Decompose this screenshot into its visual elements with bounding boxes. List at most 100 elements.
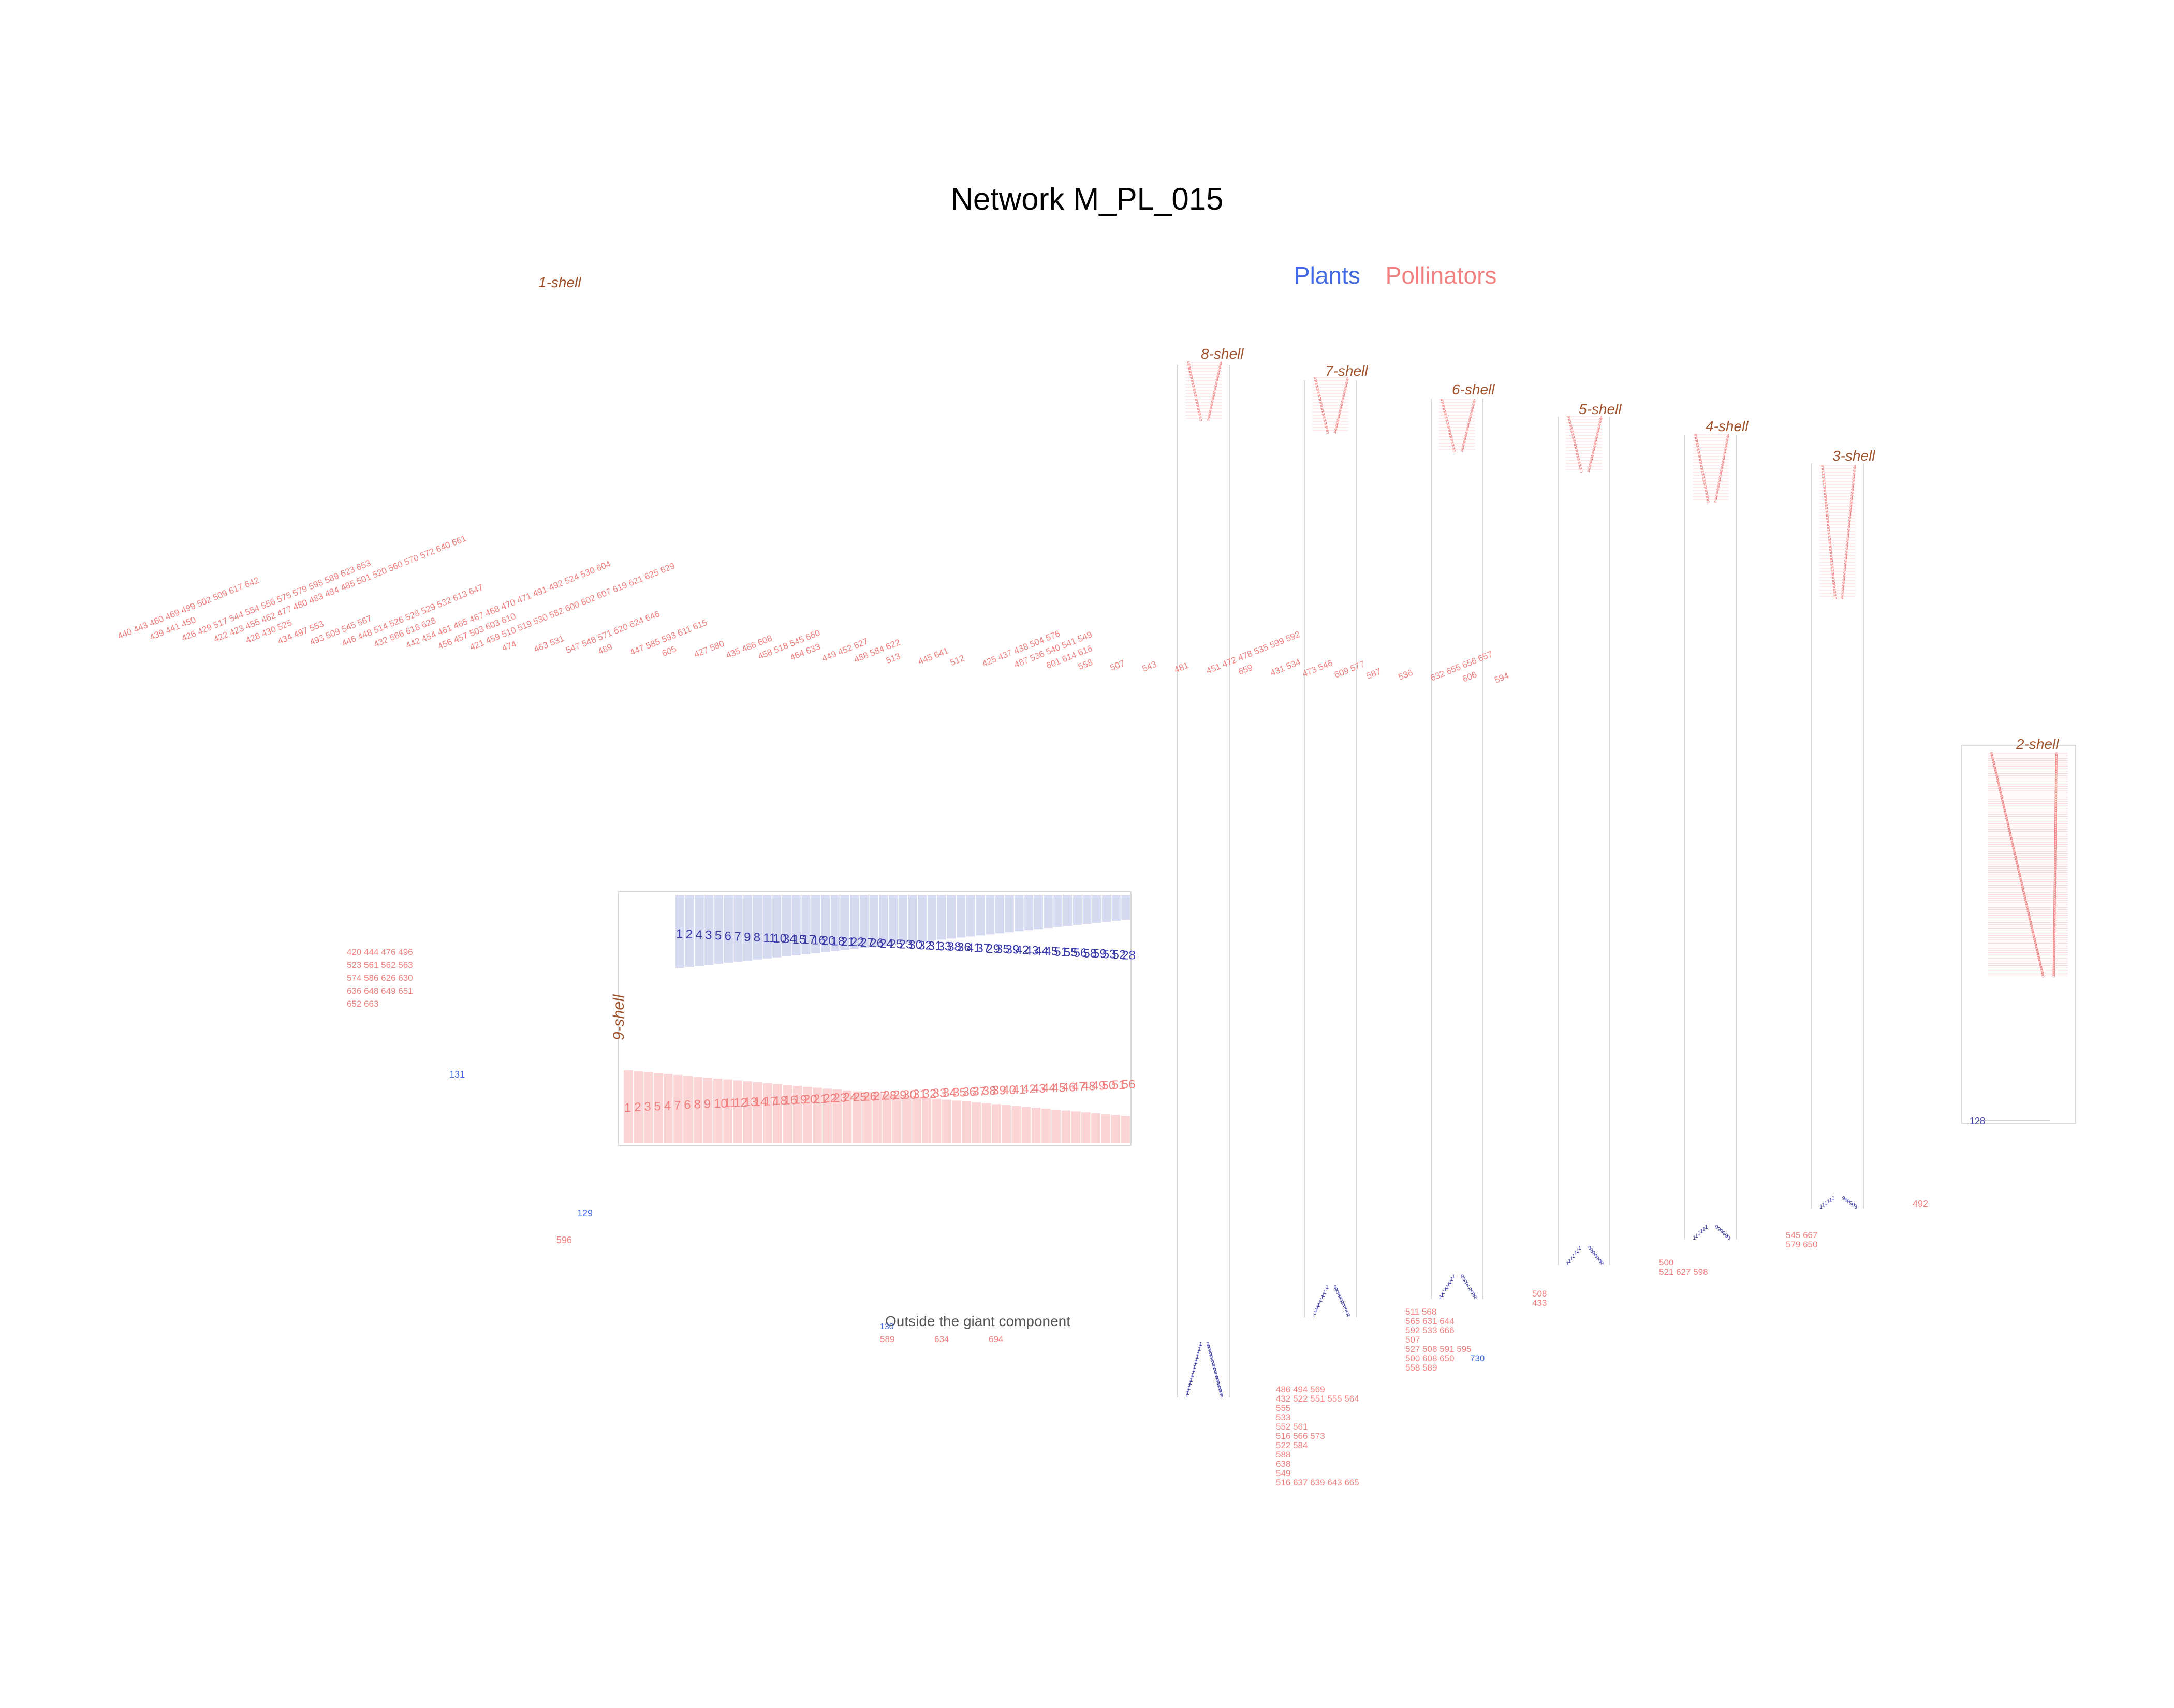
core-pollinator-label: 30 — [903, 1088, 917, 1102]
shell2-pollinator-node: 6 — [2053, 929, 2056, 934]
pollinator-node: 5 — [1697, 449, 1700, 455]
pollinator-node: 5 — [1579, 465, 1582, 471]
core-pollinator-bar — [1091, 1113, 1100, 1143]
core-plant-label: 38 — [947, 940, 961, 954]
core-plant-bar — [840, 895, 849, 950]
pollinator-node: 4 — [1843, 573, 1846, 579]
pollinator-node: 4 — [1721, 461, 1724, 467]
core-plant-bar — [1101, 895, 1111, 922]
core-pollinator-label: 5 — [654, 1099, 661, 1113]
pollinator-node: 4 — [1716, 486, 1720, 492]
core-pollinator-bar — [634, 1071, 643, 1143]
side-pollinator-k7: 638 — [1276, 1459, 1290, 1469]
shell2-pollinator-node: 6 — [2053, 936, 2056, 941]
plant-node: 1 — [1441, 1292, 1444, 1298]
core-plant-bar — [695, 895, 704, 966]
k1-pollinator-group: 536 — [1397, 668, 1414, 682]
pollinator-node: 5 — [1832, 582, 1835, 588]
pollinator-node: 5 — [1198, 410, 1201, 417]
shell2-pollinator-node: 5 — [2005, 813, 2008, 819]
shell2-pollinator-node: 5 — [2035, 944, 2038, 949]
pollinator-node: 4 — [1725, 439, 1728, 446]
pollinator-node: 5 — [1575, 446, 1578, 452]
core-pollinator-bar — [1111, 1115, 1121, 1143]
plant-node: 1 — [1189, 1377, 1193, 1383]
plant-131: 131 — [449, 1069, 465, 1080]
pollinator-node: 4 — [1217, 367, 1221, 373]
shell2-pollinator-node: 6 — [2054, 854, 2057, 860]
plant-node: 9 — [1727, 1235, 1730, 1241]
core-pollinator-label: 26 — [863, 1089, 877, 1103]
shell2-pollinator-node: 5 — [1994, 767, 1997, 772]
plant-node: 9 — [1341, 1300, 1344, 1306]
plant-node: 1 — [1316, 1305, 1319, 1311]
core-plant-bar — [898, 895, 907, 944]
pollinator-node: 4 — [1848, 514, 1852, 520]
pollinator-node: 4 — [1592, 446, 1595, 452]
pollinator-node: 4 — [1718, 474, 1722, 480]
pollinator-node: 4 — [1596, 431, 1599, 437]
shell2-pollinator-node: 6 — [2054, 856, 2057, 862]
side-pollinator-k7: 522 584 — [1276, 1440, 1308, 1450]
side-pollinator-k5: 433 — [1532, 1298, 1547, 1308]
pollinator-node: 4 — [1846, 539, 1849, 545]
pollinator-node: 5 — [1825, 502, 1828, 508]
side-pollinator-k7: 549 — [1276, 1468, 1290, 1478]
shell2-pollinator-node: 5 — [2017, 865, 2020, 871]
pollinator-node: 4 — [1212, 392, 1215, 398]
core-pollinator-label: 23 — [833, 1091, 847, 1105]
pollinator-node: 5 — [1452, 445, 1455, 451]
plant-node: 9 — [1206, 1341, 1209, 1347]
plant-node: 9 — [1854, 1204, 1857, 1210]
pollinator-node: 4 — [1217, 370, 1220, 376]
pollinator-node: 5 — [1823, 486, 1826, 492]
pollinator-node: 4 — [1842, 579, 1845, 585]
pollinator-node: 5 — [1446, 420, 1449, 426]
core-pollinator-bar — [693, 1077, 703, 1143]
plant-node: 9 — [1216, 1380, 1220, 1386]
core-plant-bar — [704, 895, 714, 965]
core-plant-label: 16 — [812, 934, 826, 948]
k1-pollinator-group: 606 — [1461, 669, 1478, 684]
shell2-pollinator-node: 6 — [2052, 969, 2055, 975]
shell2-pollinator-node: 5 — [2011, 843, 2015, 848]
core-pollinator-bar — [663, 1074, 673, 1143]
plant-node: 1 — [1317, 1302, 1320, 1308]
pollinator-node: 4 — [1719, 470, 1722, 477]
plant-node: 9 — [1596, 1256, 1599, 1262]
plant-node: 1 — [1323, 1289, 1326, 1295]
core-plant-label: 22 — [850, 935, 864, 949]
shell2-pollinator-node: 5 — [2015, 856, 2018, 862]
shell2-pollinator-node: 5 — [1993, 763, 1996, 769]
pollinator-node: 4 — [1726, 436, 1729, 443]
pollinator-node: 4 — [1717, 483, 1720, 489]
pollinator-node: 4 — [1845, 551, 1848, 557]
shell2-pollinator-node: 5 — [2032, 932, 2035, 938]
node-labels: 1 2 4 3 5 6 7 9 8 1110341517162018212227262425233… — [116, 361, 2058, 1488]
pollinator-node: 5 — [1831, 573, 1834, 579]
side-pollinator-k7: 555 — [1276, 1403, 1290, 1413]
core-plant-bar — [995, 895, 1005, 934]
pollinator-node: 4 — [1343, 389, 1346, 395]
shell2-pollinator-node: 5 — [2015, 860, 2018, 865]
pollinator-node: 5 — [1828, 539, 1831, 545]
core-plant-label: 25 — [889, 937, 903, 951]
pollinator-node: 4 — [1591, 452, 1594, 459]
shell2-pollinator-node: 5 — [2005, 817, 2008, 822]
shell2-pollinator-node: 6 — [2054, 791, 2058, 797]
core-pollinator-bar — [981, 1103, 991, 1143]
shell2-pollinator-node: 5 — [2033, 936, 2036, 941]
legend-plants: Plants — [1294, 262, 1360, 289]
shell2-pollinator-node: 6 — [2054, 787, 2058, 792]
plant-node: 1 — [1198, 1346, 1201, 1352]
pollinator-node: 4 — [1851, 486, 1854, 492]
shell2-pollinator-node: 6 — [2053, 919, 2056, 925]
shell2-pollinator-node: 6 — [2053, 867, 2057, 873]
shell2-pollinator-node: 6 — [2054, 785, 2058, 791]
shell2-pollinator-node: 6 — [2053, 871, 2057, 876]
k1-pollinator-group: 609 577 — [1333, 659, 1366, 680]
legend: Plants Pollinators — [1294, 261, 1496, 289]
pollinator-node: 5 — [1447, 423, 1450, 429]
pollinator-node: 5 — [1450, 435, 1453, 441]
